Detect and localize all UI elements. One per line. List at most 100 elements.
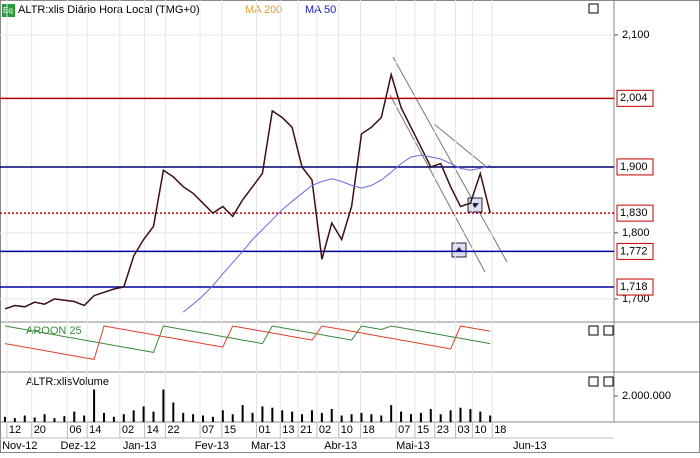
volume-bar bbox=[291, 411, 294, 422]
trend-line bbox=[389, 94, 486, 273]
volume-bar bbox=[102, 412, 105, 422]
volume-bar bbox=[310, 410, 313, 422]
x-tick-label: 22 bbox=[167, 424, 179, 436]
x-tick-label: 18 bbox=[494, 424, 506, 436]
volume-bar bbox=[419, 412, 422, 422]
volume-bar bbox=[202, 415, 205, 422]
volume-bar bbox=[330, 409, 333, 422]
maximize-button[interactable] bbox=[588, 376, 599, 387]
indicator-label[interactable]: MA 50 bbox=[305, 4, 336, 16]
volume-bar bbox=[152, 411, 155, 422]
volume-bar bbox=[301, 414, 304, 422]
volume-bar bbox=[182, 412, 185, 422]
aroon-line bbox=[4, 325, 491, 360]
volume-bar bbox=[409, 414, 412, 422]
level-box bbox=[616, 204, 654, 222]
icon bbox=[2, 4, 15, 17]
volume-bar bbox=[429, 409, 432, 422]
indicator-label[interactable]: MA 200 bbox=[245, 4, 282, 16]
x-tick-label: 10 bbox=[341, 424, 353, 436]
volume-bar bbox=[53, 418, 56, 422]
volume-bar bbox=[23, 415, 26, 422]
volume-bar bbox=[83, 415, 86, 422]
month-label: Abr-13 bbox=[324, 440, 357, 452]
volume-bar bbox=[162, 389, 165, 422]
volume-bar bbox=[63, 416, 66, 422]
volume-bar bbox=[142, 406, 145, 422]
level-label: 1,830 bbox=[620, 207, 648, 219]
x-tick-label: 23 bbox=[437, 424, 449, 436]
level-label: 1,772 bbox=[620, 245, 648, 257]
maximize-button[interactable] bbox=[588, 325, 599, 336]
level-box bbox=[616, 89, 654, 107]
volume-bar bbox=[340, 415, 343, 422]
volume-bar bbox=[320, 412, 323, 422]
icon-text: Eq bbox=[3, 6, 13, 15]
x-tick-label: 02 bbox=[122, 424, 134, 436]
x-tick-label: 03 bbox=[458, 424, 470, 436]
trend-line bbox=[433, 123, 489, 169]
x-tick-label: 13 bbox=[282, 424, 294, 436]
price-line bbox=[4, 71, 491, 310]
y-tick-label: 2.000.000 bbox=[622, 390, 671, 402]
x-tick-label: 20 bbox=[34, 424, 46, 436]
volume-bar bbox=[192, 414, 195, 422]
x-tick-label: 15 bbox=[417, 424, 429, 436]
volume-bar bbox=[73, 411, 76, 422]
trend-line bbox=[392, 56, 508, 263]
month-label: Fev-13 bbox=[195, 440, 229, 452]
volume-bar bbox=[281, 410, 284, 422]
level-label: 1,900 bbox=[620, 161, 648, 173]
volume-bar bbox=[132, 410, 135, 422]
volume-bar bbox=[360, 412, 363, 422]
volume-bar bbox=[3, 416, 6, 422]
y-tick-label: 1,700 bbox=[622, 293, 650, 305]
x-tick-label: 07 bbox=[398, 424, 410, 436]
close-button[interactable] bbox=[603, 376, 614, 387]
x-tick-label: 10 bbox=[474, 424, 486, 436]
level-box bbox=[616, 242, 654, 260]
volume-bar bbox=[489, 415, 492, 422]
x-tick-label: 15 bbox=[224, 424, 236, 436]
volume-bar bbox=[390, 405, 393, 422]
x-tick-label: 07 bbox=[202, 424, 214, 436]
volume-bar bbox=[380, 415, 383, 422]
y-tick-label: 2,100 bbox=[622, 29, 650, 41]
volume-bar bbox=[459, 407, 462, 422]
ma-line bbox=[182, 154, 491, 313]
month-label: Dez-12 bbox=[61, 440, 96, 452]
x-tick-label: 02 bbox=[319, 424, 331, 436]
signal-marker bbox=[471, 203, 479, 208]
x-tick-label: 14 bbox=[89, 424, 101, 436]
x-tick-label: 18 bbox=[362, 424, 374, 436]
month-label: Jun-13 bbox=[513, 440, 547, 452]
volume-bar bbox=[93, 389, 96, 422]
volume-bar bbox=[122, 414, 125, 422]
x-tick-label: 06 bbox=[69, 424, 81, 436]
volume-bar bbox=[33, 417, 36, 422]
volume-bar bbox=[112, 416, 115, 422]
volume-bar bbox=[13, 418, 16, 422]
volume-bar bbox=[251, 412, 254, 422]
y-tick-label: 1,800 bbox=[622, 227, 650, 239]
volume-bar bbox=[479, 411, 482, 422]
volume-bar bbox=[469, 409, 472, 422]
level-label: 2,004 bbox=[620, 92, 648, 104]
chart-title: ALTR:xlis Diário Hora Local (TMG+0) bbox=[18, 4, 200, 16]
close-button[interactable] bbox=[603, 325, 614, 336]
month-label: Mai-13 bbox=[396, 440, 430, 452]
maximize-button[interactable] bbox=[588, 3, 599, 14]
x-tick-label: 21 bbox=[300, 424, 312, 436]
volume-bar bbox=[449, 410, 452, 422]
volume-bar bbox=[172, 402, 175, 422]
month-label: Mar-13 bbox=[251, 440, 286, 452]
volume-bar bbox=[400, 411, 403, 422]
level-label: 1,718 bbox=[620, 281, 648, 293]
volume-bar bbox=[221, 410, 224, 422]
aroon-line bbox=[4, 325, 491, 353]
level-box bbox=[616, 278, 654, 296]
volume-bar bbox=[241, 405, 244, 422]
month-label: Jan-13 bbox=[123, 440, 157, 452]
